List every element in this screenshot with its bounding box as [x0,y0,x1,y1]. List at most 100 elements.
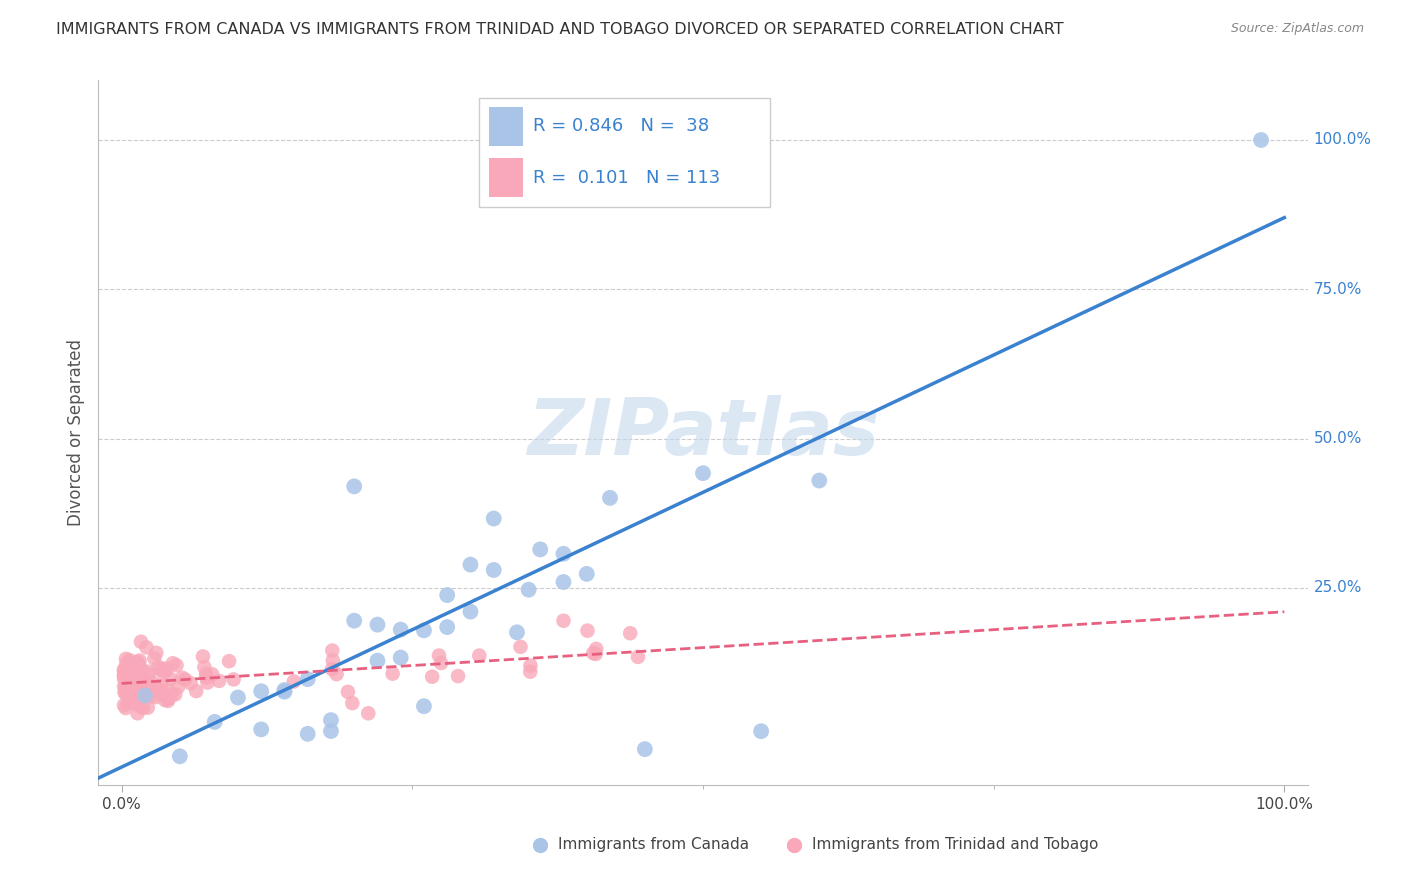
Point [197,675,219,690]
Text: 25.0%: 25.0% [1313,581,1362,595]
Point [342,696,364,710]
Point [146,682,169,697]
Point [201,667,224,681]
Point [136,700,159,714]
Point [121,662,143,676]
Point [153,693,176,707]
Point [155,664,177,678]
Point [366,617,388,632]
Point [118,653,141,667]
Point [124,682,146,697]
Text: Immigrants from Trinidad and Tobago: Immigrants from Trinidad and Tobago [811,838,1098,853]
Point [120,667,142,681]
Point [115,657,138,671]
Point [128,681,150,695]
Point [436,588,458,602]
Point [165,688,187,702]
Point [139,690,162,704]
Point [115,682,138,697]
Point [283,674,305,689]
Point [389,650,412,665]
Point [112,668,135,682]
Point [808,474,831,488]
Point [413,699,436,714]
Point [152,665,174,680]
Y-axis label: Divorced or Separated: Divorced or Separated [66,339,84,526]
Point [420,670,443,684]
Text: ZIPatlas: ZIPatlas [527,394,879,471]
Point [222,673,245,687]
FancyBboxPatch shape [489,158,523,196]
Point [186,684,208,698]
Point [321,643,343,657]
Point [692,466,714,480]
Point [468,648,491,663]
Text: Immigrants from Canada: Immigrants from Canada [558,838,749,853]
Point [156,683,179,698]
Point [381,666,404,681]
Point [529,542,551,557]
Point [114,686,136,700]
Point [128,694,150,708]
Point [585,641,607,656]
Point [1250,133,1272,147]
Point [115,673,138,687]
Point [122,658,145,673]
Point [482,563,505,577]
Point [553,574,575,589]
Point [517,582,540,597]
Point [460,558,482,572]
Point [576,624,599,638]
Point [156,694,179,708]
Point [482,511,505,525]
Point [297,727,319,741]
Point [136,665,159,679]
Point [336,685,359,699]
Point [122,689,145,703]
Point [273,685,295,699]
Point [180,676,202,690]
Point [191,649,214,664]
Point [166,658,188,673]
Point [413,624,436,638]
Point [117,697,139,711]
Point [226,690,249,705]
Point [749,724,772,739]
Point [172,671,194,685]
Point [447,669,470,683]
Point [150,679,173,693]
Point [195,666,218,681]
Point [112,668,135,682]
Point [121,685,143,699]
Point [155,661,177,675]
Point [114,701,136,715]
Point [127,668,149,682]
Point [321,662,343,676]
Point [460,605,482,619]
Point [132,678,155,692]
Point [195,671,218,685]
Point [250,723,273,737]
Point [366,654,388,668]
Point [156,691,179,706]
Point [319,724,342,739]
Point [218,654,240,668]
Point [134,685,156,699]
Point [575,566,598,581]
Point [322,653,344,667]
Point [129,661,152,675]
Point [112,698,135,713]
Point [127,668,149,682]
Point [634,742,657,756]
Point [142,676,165,690]
Point [319,713,342,727]
Point [132,678,155,692]
Point [112,672,135,686]
Point [627,649,650,664]
Point [143,651,166,665]
Point [135,640,157,655]
Point [127,655,149,669]
Point [121,681,143,696]
Text: R =  0.101   N = 113: R = 0.101 N = 113 [533,169,720,186]
Point [204,714,226,729]
